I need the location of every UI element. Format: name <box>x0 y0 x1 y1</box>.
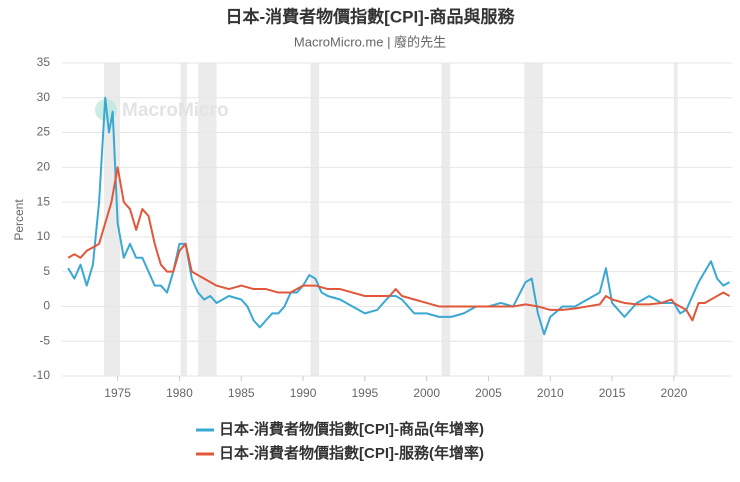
y-tick-label: 20 <box>37 160 51 174</box>
chart-subtitle: MacroMicro.me | 廢的先生 <box>294 34 446 49</box>
x-tick-label: 1995 <box>352 386 379 400</box>
y-tick-label: 5 <box>43 264 50 278</box>
y-axis-label: Percent <box>12 199 26 241</box>
y-tick-label: -5 <box>39 333 50 347</box>
shaded-period <box>310 63 320 376</box>
y-tick-label: 15 <box>37 194 51 208</box>
watermark: MacroMicro <box>122 100 229 121</box>
x-tick-label: 1980 <box>166 386 193 400</box>
x-tick-label: 2005 <box>475 386 502 400</box>
chart-title: 日本-消費者物價指數[CPI]-商品與服務 <box>226 6 516 26</box>
x-tick-label: 2010 <box>537 386 564 400</box>
shaded-period <box>180 63 187 376</box>
shaded-period <box>441 63 451 376</box>
shaded-period <box>673 63 678 376</box>
y-tick-label: 30 <box>37 90 51 104</box>
x-tick-label: 1985 <box>228 386 255 400</box>
legend-label: 日本-消費者物價指數[CPI]-商品(年增率) <box>219 420 484 438</box>
series-line <box>67 96 731 336</box>
y-tick-label: 25 <box>37 125 51 139</box>
y-tick-label: 35 <box>37 55 51 69</box>
y-tick-label: 0 <box>43 299 50 313</box>
shaded-period <box>524 63 543 376</box>
y-tick-label: -10 <box>33 368 51 382</box>
x-tick-label: 1990 <box>290 386 317 400</box>
y-tick-label: 10 <box>37 229 51 243</box>
series-line <box>67 166 731 322</box>
shaded-period <box>104 63 121 376</box>
legend-label: 日本-消費者物價指數[CPI]-服務(年增率) <box>219 444 484 462</box>
x-tick-label: 1975 <box>104 386 131 400</box>
x-tick-label: 2020 <box>661 386 688 400</box>
x-tick-label: 2000 <box>413 386 440 400</box>
x-tick-label: 2015 <box>599 386 626 400</box>
